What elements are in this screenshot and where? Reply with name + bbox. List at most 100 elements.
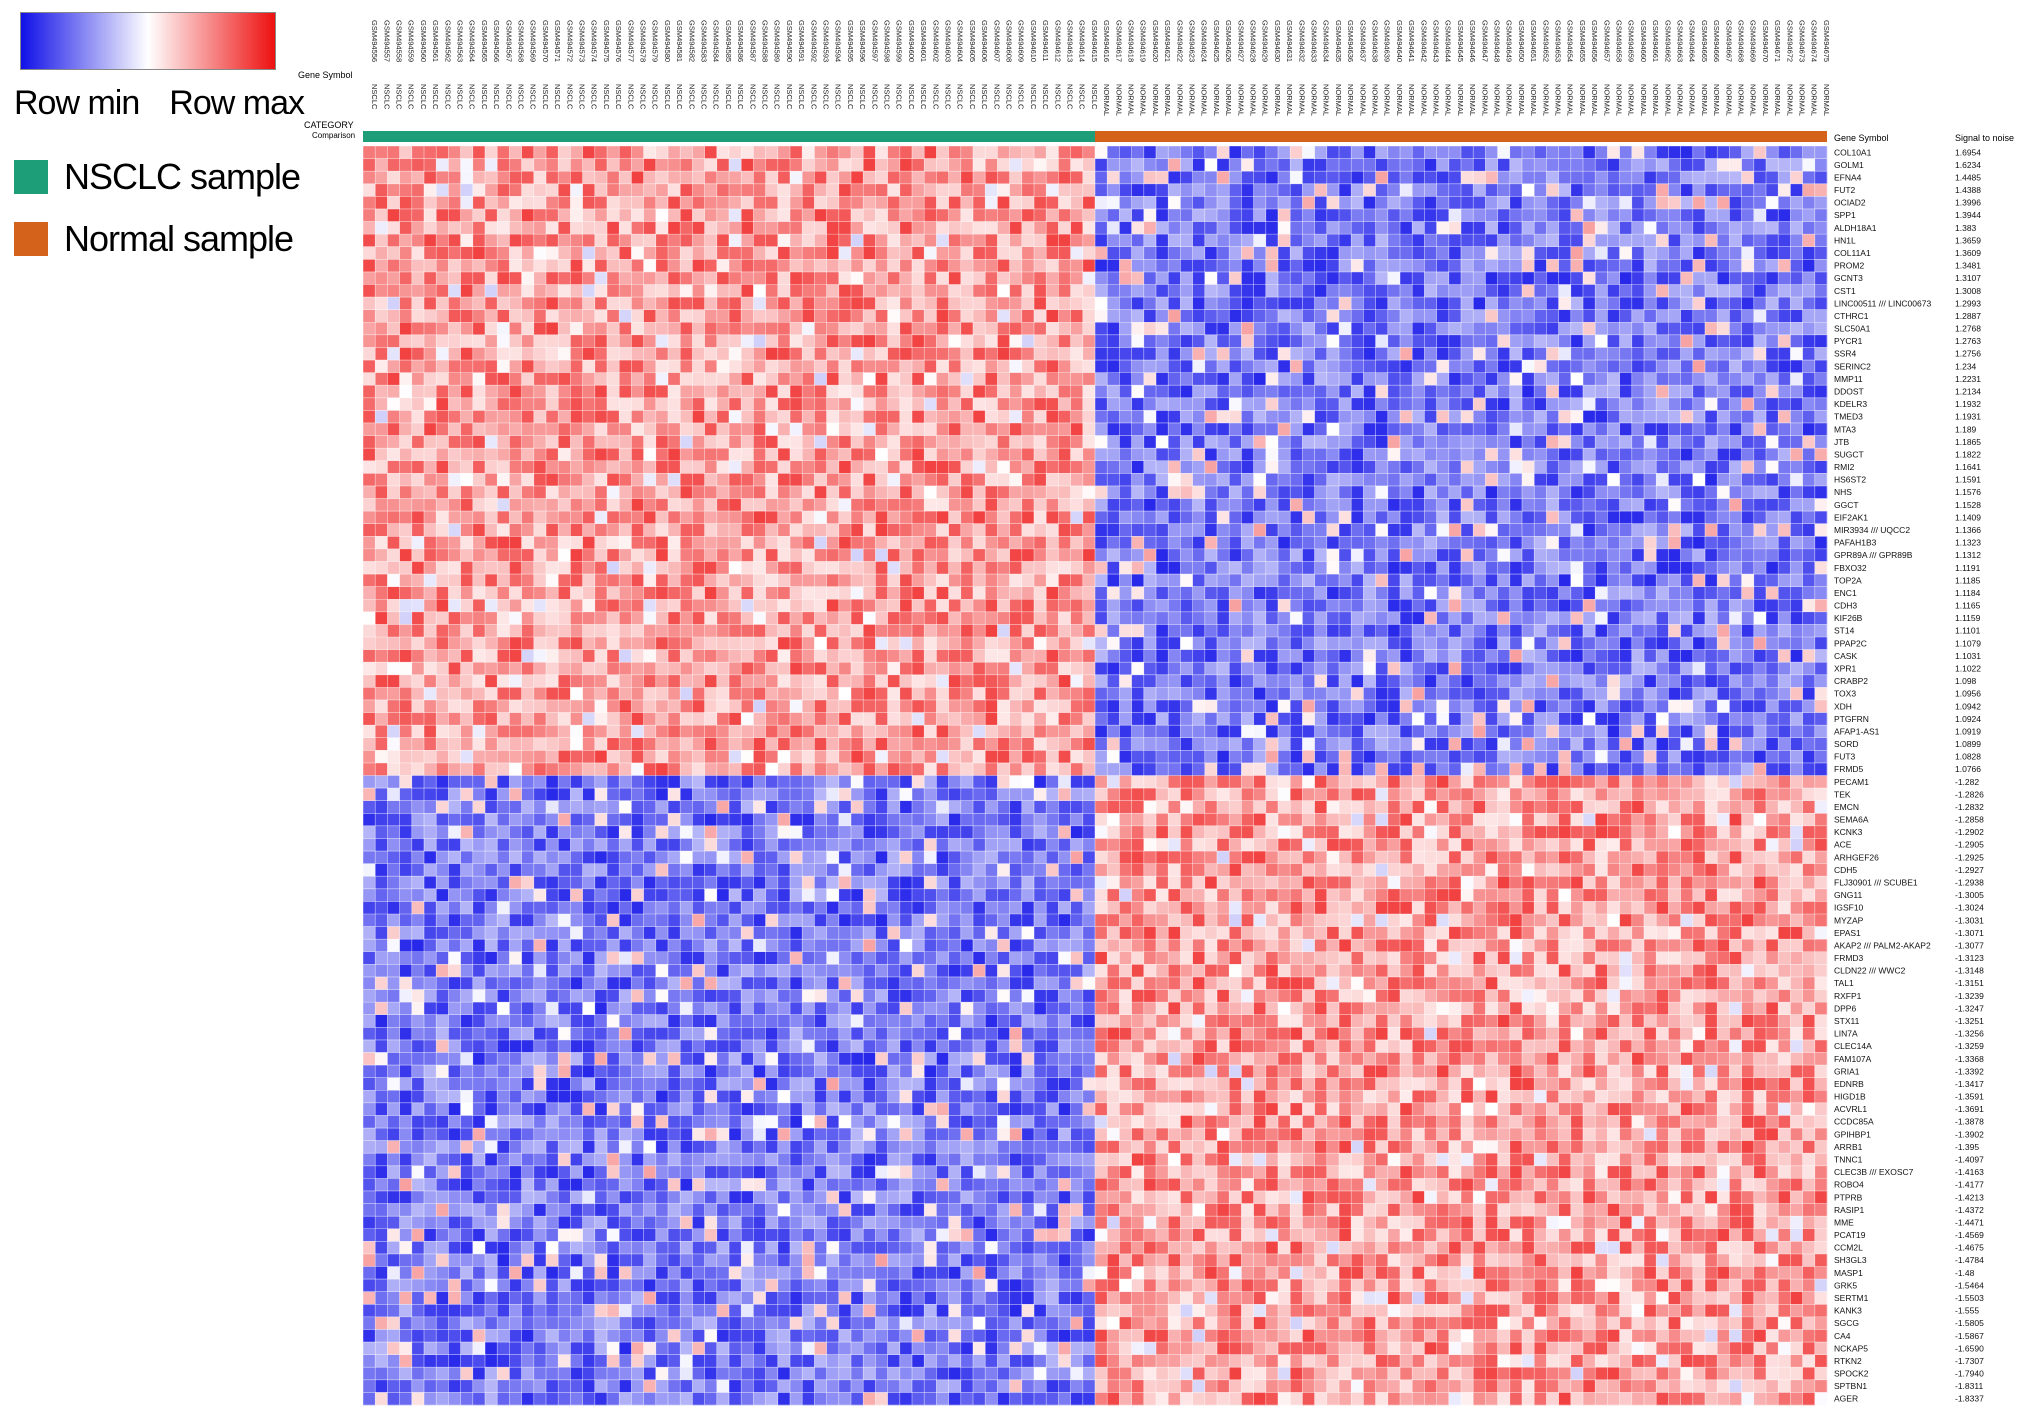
heatmap-cell <box>582 662 596 676</box>
heatmap-cell <box>1790 347 1803 361</box>
heatmap-cell <box>1082 435 1096 449</box>
heatmap-cell <box>1351 448 1364 462</box>
heatmap-cell <box>692 410 705 424</box>
heatmap-cell <box>1204 246 1218 260</box>
heatmap-cell <box>1558 548 1572 562</box>
heatmap-cell <box>899 460 913 474</box>
heatmap-cell <box>387 234 400 248</box>
heatmap-cell <box>594 611 608 625</box>
heatmap-cell <box>1473 574 1486 587</box>
heatmap-cell <box>1656 586 1669 600</box>
heatmap-cell <box>1802 448 1816 462</box>
heatmap-cell <box>509 435 522 449</box>
heatmap-cell <box>1522 511 1535 524</box>
heatmap-cell <box>1436 171 1450 185</box>
heatmap-cell <box>704 234 718 248</box>
heatmap-cell <box>1412 435 1425 449</box>
heatmap-cell <box>1009 221 1023 235</box>
heatmap-cells <box>363 146 1828 1406</box>
heatmap-cell <box>1766 284 1779 298</box>
heatmap-cell <box>643 234 657 248</box>
heatmap-cell <box>826 385 840 399</box>
heatmap-cell <box>1644 448 1657 462</box>
heatmap-cell <box>1729 574 1742 587</box>
heatmap-cell <box>1290 360 1303 373</box>
heatmap-cell <box>1302 473 1315 487</box>
heatmap-cell <box>497 611 510 625</box>
heatmap-cell <box>765 158 779 172</box>
heatmap-cell <box>936 322 949 336</box>
heatmap-cell <box>1192 259 1206 273</box>
heatmap-cell <box>631 183 644 197</box>
heatmap-cell <box>1534 611 1547 625</box>
heatmap-cell <box>1461 422 1474 436</box>
heatmap-cell <box>1558 574 1572 587</box>
heatmap-cell <box>1265 360 1279 373</box>
heatmap-cell <box>704 523 718 537</box>
heatmap-cell <box>1314 309 1328 323</box>
heatmap-cell <box>436 561 449 575</box>
heatmap-cell <box>997 146 1010 159</box>
heatmap-cell <box>924 297 937 310</box>
heatmap-cell <box>753 460 766 474</box>
heatmap-cell <box>1473 485 1486 499</box>
heatmap-cell <box>655 586 669 600</box>
heatmap-cell <box>1607 485 1620 499</box>
heatmap-cell <box>546 221 559 235</box>
heatmap-cell <box>1424 385 1437 399</box>
heatmap-cell <box>1778 435 1791 449</box>
heatmap-cell <box>497 372 510 386</box>
heatmap-cell <box>1705 334 1718 348</box>
heatmap-cell <box>1802 158 1816 172</box>
heatmap-cell <box>472 649 486 663</box>
heatmap-cell <box>985 221 998 235</box>
heatmap-cell <box>887 246 901 260</box>
heatmap-cell <box>533 548 547 562</box>
heatmap-cell <box>1644 246 1657 260</box>
heatmap-cell <box>619 234 632 248</box>
heatmap-cell <box>448 171 461 185</box>
heatmap-cell <box>1363 208 1376 222</box>
heatmap-cell <box>1619 259 1633 273</box>
heatmap-cell <box>777 372 791 386</box>
heatmap-cell <box>692 536 705 550</box>
heatmap-cell <box>1387 536 1401 550</box>
heatmap-cell <box>936 234 949 248</box>
heatmap-cell <box>497 637 510 650</box>
heatmap-cell <box>1253 536 1267 550</box>
heatmap-cell <box>1131 586 1145 600</box>
heatmap-cell <box>1570 599 1584 613</box>
heatmap-cell <box>1070 586 1084 600</box>
heatmap-cell <box>533 309 547 323</box>
heatmap-cell <box>1034 473 1047 487</box>
heatmap-cell <box>765 284 779 298</box>
heatmap-cell <box>1375 410 1389 424</box>
heatmap-cell <box>1387 637 1401 650</box>
heatmap-cell <box>411 360 425 373</box>
heatmap-cell <box>1400 523 1413 537</box>
heatmap-cell <box>631 334 644 348</box>
heatmap-cell <box>826 624 840 638</box>
heatmap-cell <box>1107 271 1120 285</box>
heatmap-cell <box>1034 523 1047 537</box>
heatmap-cell <box>1302 208 1315 222</box>
heatmap-cell <box>1034 234 1047 248</box>
heatmap-cell <box>692 523 705 537</box>
heatmap-cell <box>363 347 376 361</box>
heatmap-cell <box>1265 196 1279 210</box>
heatmap-cell <box>1217 284 1230 298</box>
heatmap-cell <box>1509 309 1523 323</box>
heatmap-cell <box>1741 574 1755 587</box>
heatmap-cell <box>1814 460 1828 474</box>
heatmap-cell <box>1753 208 1767 222</box>
heatmap-cell <box>1546 410 1559 424</box>
heatmap-cell <box>1241 410 1254 424</box>
heatmap-cell <box>521 561 535 575</box>
heatmap-cell <box>1509 297 1523 310</box>
heatmap-cell <box>1570 435 1584 449</box>
heatmap-cell <box>1729 259 1742 273</box>
heatmap-cell <box>1790 611 1803 625</box>
heatmap-cell <box>1339 460 1352 474</box>
heatmap-cell <box>607 536 620 550</box>
heatmap-cell <box>1253 347 1267 361</box>
